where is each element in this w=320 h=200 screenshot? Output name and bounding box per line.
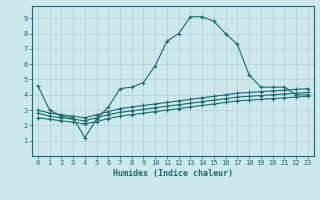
X-axis label: Humidex (Indice chaleur): Humidex (Indice chaleur) [113,169,233,178]
